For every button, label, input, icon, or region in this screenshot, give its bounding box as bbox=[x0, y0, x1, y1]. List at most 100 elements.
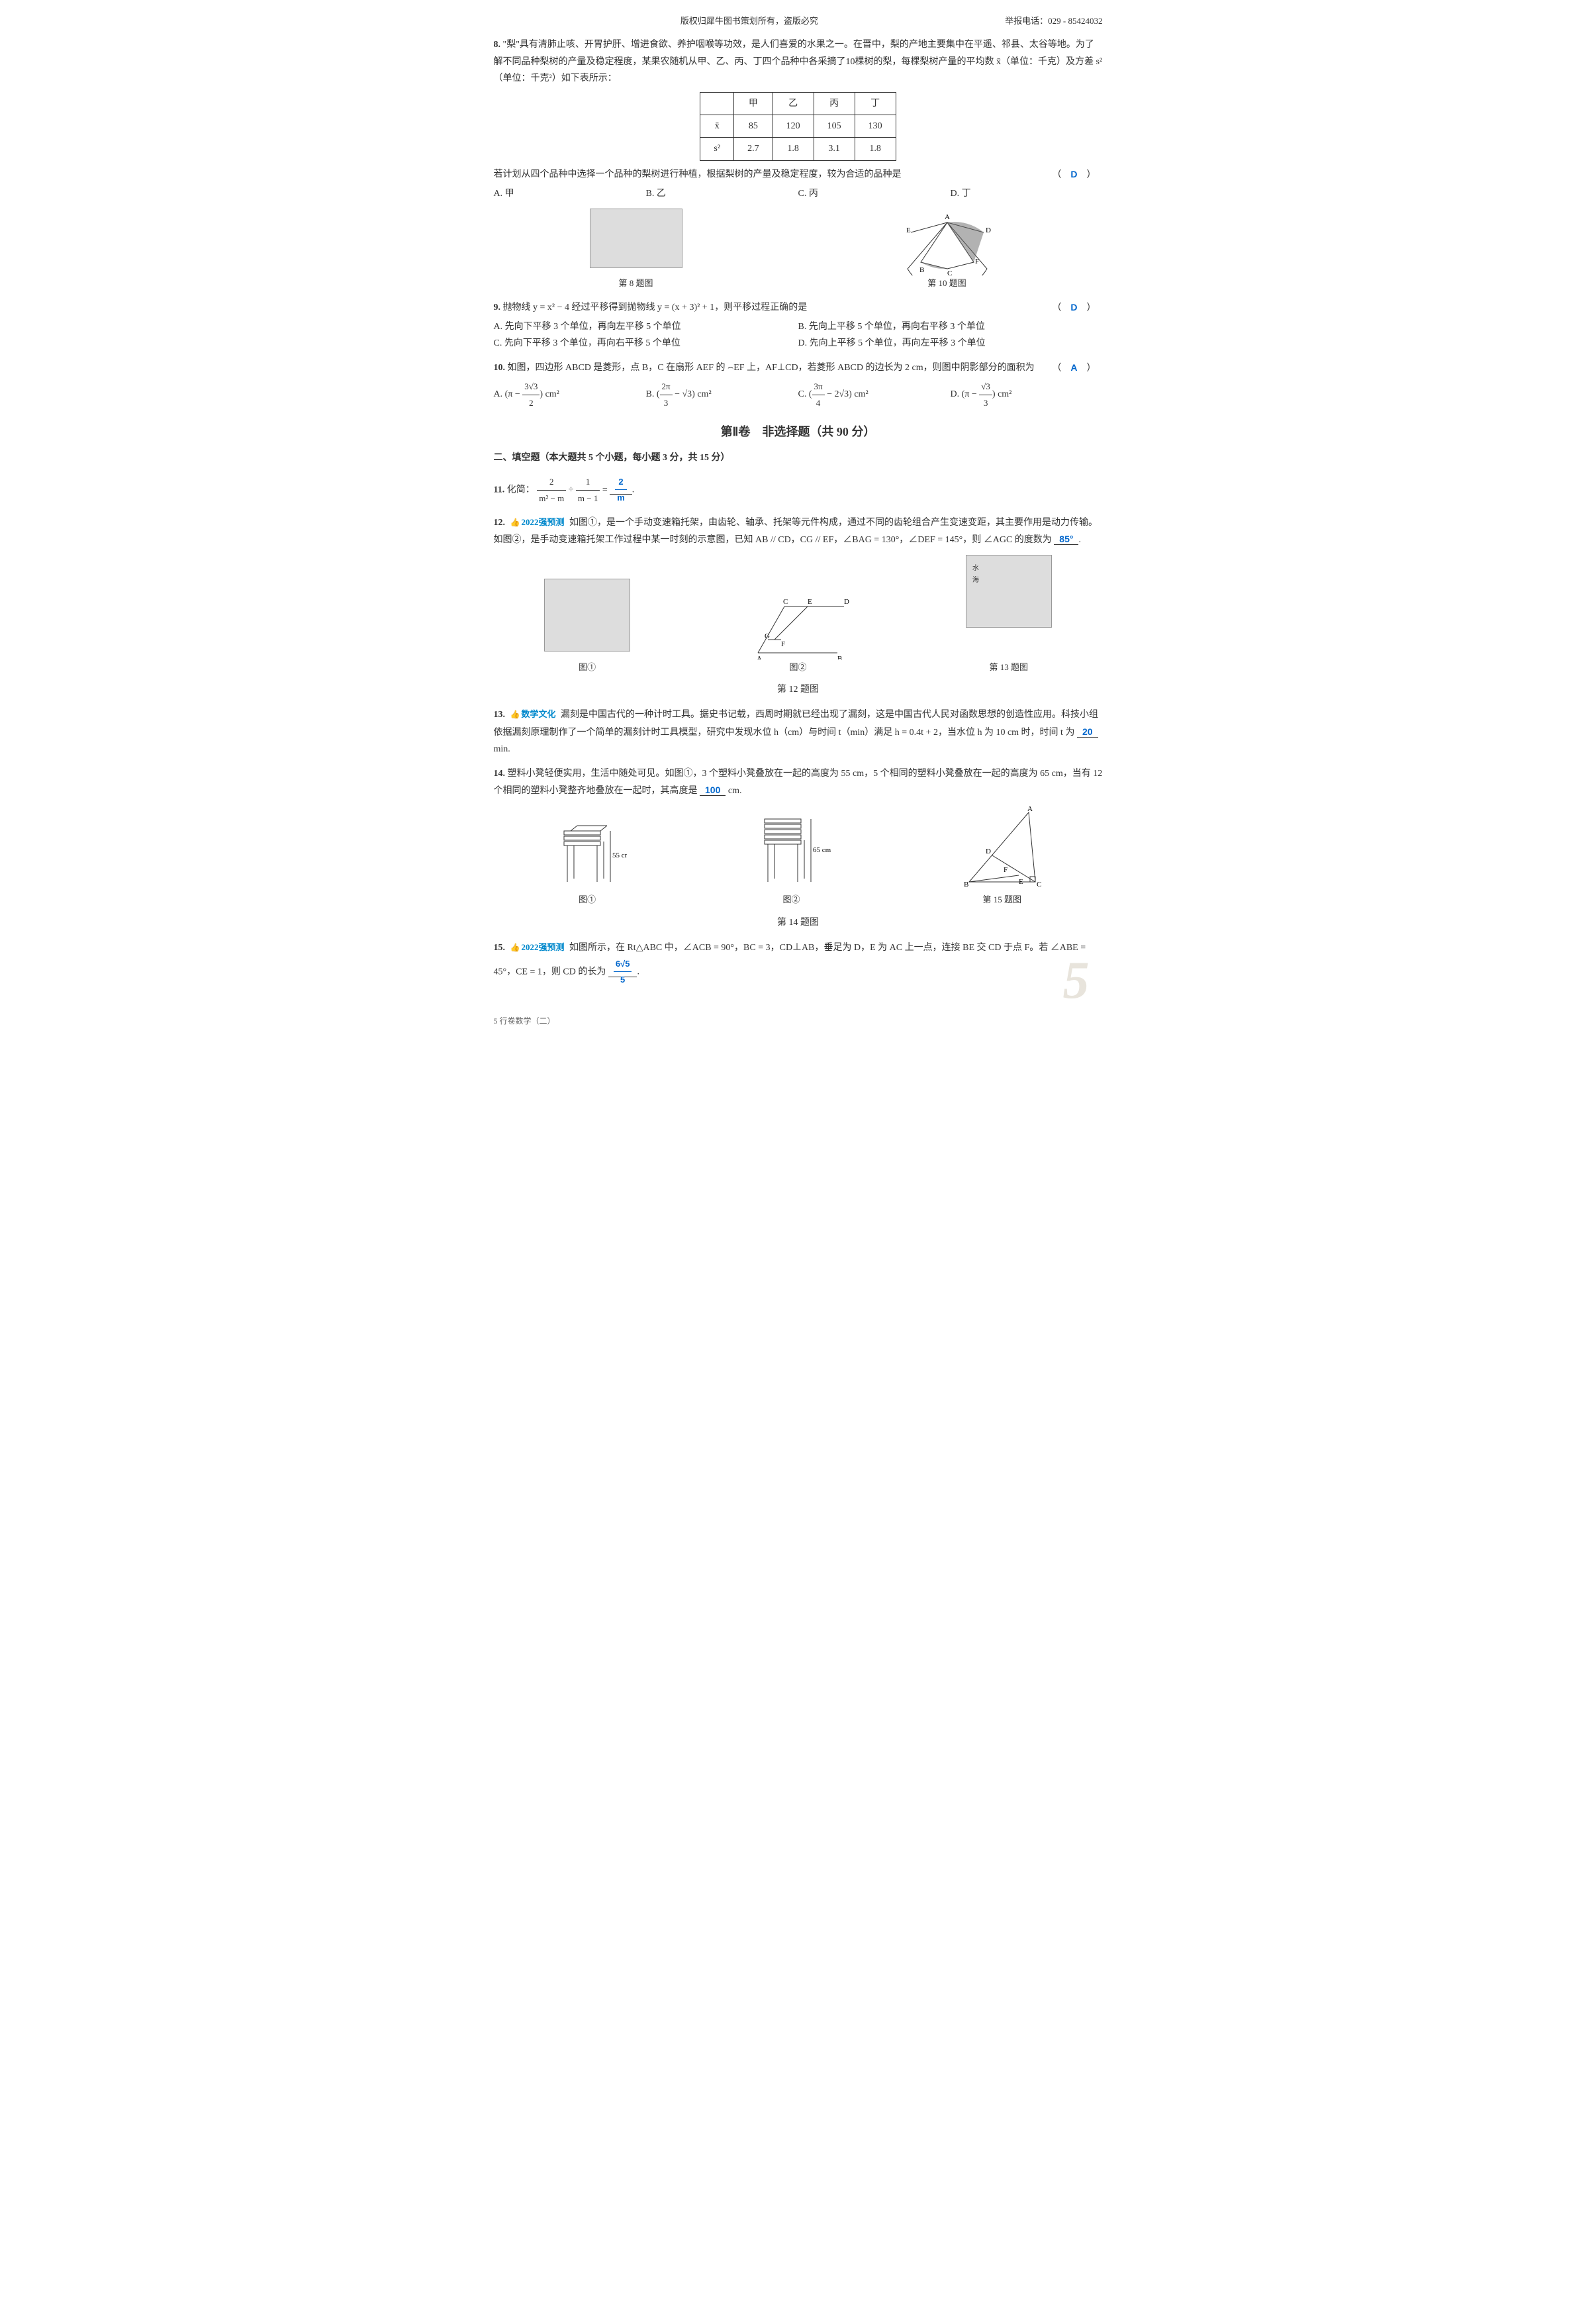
q8-answer-paren: （ D ） bbox=[1052, 166, 1096, 183]
q11-frac1: 2m² − m bbox=[537, 474, 566, 506]
q8-fig-caption: 第 8 题图 bbox=[590, 275, 682, 291]
svg-text:G: G bbox=[765, 632, 770, 640]
q8-options: A. 甲 B. 乙 C. 丙 D. 丁 bbox=[494, 185, 1103, 202]
q11-stem-prefix: 化简： bbox=[507, 485, 535, 495]
q12-tag: 2022强预测 bbox=[508, 514, 567, 531]
q12-stem: 如图①，是一个手动变速箱托架，由齿轮、轴承、托架等元件构成，通过不同的齿轮组合产… bbox=[494, 518, 1098, 545]
q14-answer: 100 bbox=[700, 785, 726, 796]
q13-tag: 数学文化 bbox=[508, 706, 559, 723]
svg-text:F: F bbox=[781, 640, 785, 648]
section-2-title: 第Ⅱ卷 非选择题（共 90 分） bbox=[494, 421, 1103, 442]
q15-tag: 2022强预测 bbox=[508, 939, 567, 956]
question-13: 13. 数学文化 漏刻是中国古代的一种计时工具。据史书记载，西周时期就已经出现了… bbox=[494, 706, 1103, 757]
q8-answer: D bbox=[1070, 169, 1077, 179]
question-11: 11. 化简： 2m² − m ÷ 1m − 1 = 2m. bbox=[494, 474, 1103, 506]
q10-fig-caption: 第 10 题图 bbox=[888, 275, 1007, 291]
svg-text:E: E bbox=[906, 226, 911, 234]
svg-text:C: C bbox=[783, 598, 788, 606]
q11-number: 11. bbox=[494, 485, 505, 495]
gearbox-jack-icon bbox=[544, 579, 630, 652]
page-footer: 5 行卷数学（二） 5 bbox=[494, 1014, 1103, 1029]
q12-fig1: 图① bbox=[544, 579, 630, 675]
svg-text:65 cm: 65 cm bbox=[813, 846, 831, 854]
q8-opt-b: B. 乙 bbox=[646, 185, 798, 202]
svg-text:A: A bbox=[757, 655, 762, 659]
q10-opt-d: D. (π − √33) cm² bbox=[951, 379, 1103, 410]
q11-frac2: 1m − 1 bbox=[576, 474, 600, 506]
svg-text:F: F bbox=[1004, 866, 1008, 874]
svg-text:D: D bbox=[986, 226, 991, 234]
question-14: 14. 塑料小凳轻便实用，生活中随处可见。如图①，3 个塑料小凳叠放在一起的高度… bbox=[494, 765, 1103, 931]
q8-stem1: "梨"具有清肺止咳、开胃护肝、增进食欲、养护咽喉等功效，是人们喜爱的水果之一。在… bbox=[494, 40, 1103, 83]
svg-text:F: F bbox=[975, 258, 979, 266]
copyright-text: 版权归犀牛图书策划所有，盗版必究 bbox=[681, 16, 818, 26]
footer-label: 5 行卷数学（二） bbox=[494, 1016, 555, 1026]
q14-fig1: 55 cm 图① bbox=[547, 819, 627, 907]
table-row: s² 2.7 1.8 3.1 1.8 bbox=[700, 138, 896, 160]
stools-3-diagram: 55 cm bbox=[547, 819, 627, 892]
q10-stem: 如图，四边形 ABCD 是菱形，点 B，C 在扇形 AEF 的 ⌢EF 上，AF… bbox=[508, 363, 1035, 373]
q14-caption: 第 14 题图 bbox=[494, 914, 1103, 931]
q10-opt-c: C. (3π4 − 2√3) cm² bbox=[798, 379, 951, 410]
svg-text:55 cm: 55 cm bbox=[612, 851, 627, 859]
q12-caption: 第 12 题图 bbox=[494, 681, 1103, 698]
q14-fig2-label: 图② bbox=[748, 892, 834, 907]
svg-text:A: A bbox=[1027, 806, 1033, 813]
q8-stem2: 若计划从四个品种中选择一个品种的梨树进行种植，根据梨树的产量及稳定程度，较为合适… bbox=[494, 169, 902, 179]
q15-number: 15. bbox=[494, 943, 506, 953]
q10-number: 10. bbox=[494, 363, 506, 373]
q14-stem: 塑料小凳轻便实用，生活中随处可见。如图①，3 个塑料小凳叠放在一起的高度为 55… bbox=[494, 769, 1103, 796]
page-header: 版权归犀牛图书策划所有，盗版必究 举报电话：029 - 85424032 bbox=[494, 13, 1103, 28]
svg-text:E: E bbox=[1019, 878, 1023, 886]
question-9: 9. 抛物线 y = x² − 4 经过平移得到抛物线 y = (x + 3)²… bbox=[494, 299, 1103, 352]
svg-text:E: E bbox=[808, 598, 812, 606]
report-phone: 举报电话：029 - 85424032 bbox=[1005, 13, 1102, 28]
stools-5-diagram: 65 cm bbox=[748, 812, 834, 892]
q14-number: 14. bbox=[494, 769, 506, 779]
q8-opt-a: A. 甲 bbox=[494, 185, 646, 202]
q15-stem: 如图所示，在 Rt△ABC 中，∠ACB = 90°，BC = 3，CD⊥AB，… bbox=[494, 943, 1086, 977]
svg-text:A: A bbox=[945, 213, 950, 221]
q13-answer: 20 bbox=[1077, 726, 1098, 738]
q10-answer: A bbox=[1070, 362, 1077, 373]
q15-figure: A B C D E F 第 15 题图 bbox=[956, 806, 1049, 907]
svg-text:B: B bbox=[964, 881, 968, 889]
question-10: 10. 如图，四边形 ABCD 是菱形，点 B，C 在扇形 AEF 的 ⌢EF … bbox=[494, 360, 1103, 410]
q9-opt-b: B. 先向上平移 5 个单位，再向右平移 3 个单位 bbox=[798, 318, 1103, 335]
q8-table: 甲 乙 丙 丁 x̄ 85 120 105 130 s² 2.7 1.8 3.1… bbox=[700, 92, 896, 161]
q8-opt-c: C. 丙 bbox=[798, 185, 951, 202]
fill-blank-heading: 二、填空题（本大题共 5 个小题，每小题 3 分，共 15 分） bbox=[494, 450, 1103, 466]
q11-answer: 2m bbox=[610, 483, 632, 495]
q9-answer: D bbox=[1070, 302, 1077, 313]
svg-text:B: B bbox=[919, 266, 924, 274]
q12-number: 12. bbox=[494, 518, 506, 528]
svg-text:C: C bbox=[947, 269, 952, 275]
q15-triangle-diagram: A B C D E F bbox=[956, 806, 1049, 892]
q10-figure: A B C D E F 第 10 题图 bbox=[888, 209, 1007, 291]
q10-options: A. (π − 3√32) cm² B. (2π3 − √3) cm² C. (… bbox=[494, 379, 1103, 410]
svg-text:D: D bbox=[986, 847, 991, 855]
q12-answer: 85° bbox=[1054, 534, 1078, 545]
q9-stem: 抛物线 y = x² − 4 经过平移得到抛物线 y = (x + 3)² + … bbox=[503, 303, 808, 313]
q8-opt-d: D. 丁 bbox=[951, 185, 1103, 202]
sector-rhombus-diagram: A B C D E F bbox=[888, 209, 1007, 275]
q15-answer: 6√55 bbox=[608, 966, 637, 977]
q15-fig-caption: 第 15 题图 bbox=[956, 892, 1049, 907]
q10-opt-a: A. (π − 3√32) cm² bbox=[494, 379, 646, 410]
q13-fig-caption: 第 13 题图 bbox=[966, 659, 1052, 675]
q13-unit: min. bbox=[494, 744, 510, 754]
table-row: 甲 乙 丙 丁 bbox=[700, 92, 896, 115]
q12-fig2: A B C D E F G 图② bbox=[745, 587, 851, 675]
table-row: x̄ 85 120 105 130 bbox=[700, 115, 896, 138]
q10-answer-paren: （ A ） bbox=[1052, 360, 1096, 377]
q12-fig1-label: 图① bbox=[544, 659, 630, 675]
q12-fig2-label: 图② bbox=[745, 659, 851, 675]
q9-opt-d: D. 先向上平移 5 个单位，再向左平移 3 个单位 bbox=[798, 335, 1103, 352]
q14-fig2: 65 cm 图② bbox=[748, 812, 834, 907]
svg-text:D: D bbox=[844, 598, 849, 606]
svg-text:B: B bbox=[837, 655, 842, 659]
pear-photo-icon bbox=[590, 209, 682, 268]
q11-eq: = bbox=[602, 485, 610, 495]
q14-unit: cm. bbox=[728, 786, 742, 796]
question-8: 8. "梨"具有清肺止咳、开胃护肝、增进食欲、养护咽喉等功效，是人们喜爱的水果之… bbox=[494, 36, 1103, 291]
